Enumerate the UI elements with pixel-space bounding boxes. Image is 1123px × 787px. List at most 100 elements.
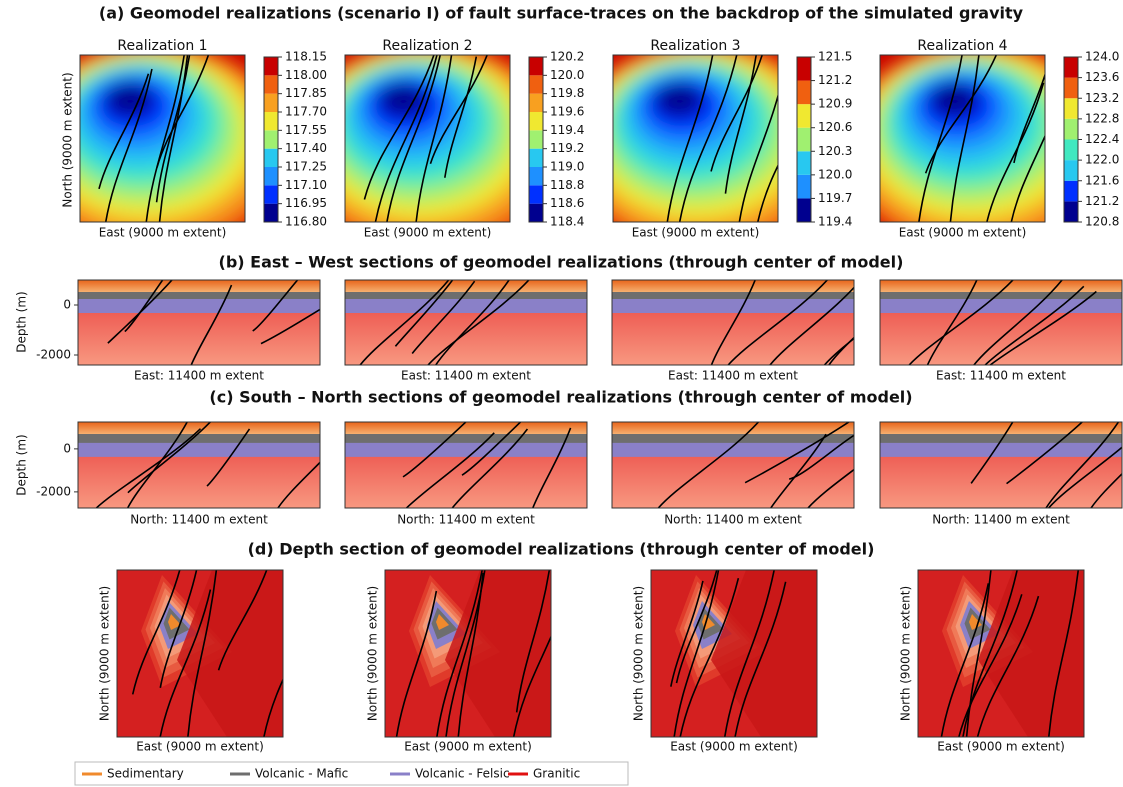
depth-contour: [436, 614, 449, 630]
colorbar-band: [529, 148, 543, 167]
fault-trace: [98, 73, 150, 190]
fault-trace: [260, 308, 320, 345]
colorbar-band: [264, 203, 278, 222]
panel: [78, 422, 320, 508]
panel: [612, 422, 854, 508]
legend-box: [74, 761, 629, 786]
fault-trace: [924, 55, 998, 174]
map-field: [80, 55, 245, 222]
colorbar-tick-label: 122.8: [1085, 111, 1119, 125]
fault-trace: [126, 422, 189, 508]
fault-trace: [451, 428, 529, 508]
fault-trace: [95, 428, 202, 508]
realization-title: Realization 4: [917, 38, 1007, 54]
fault-trace: [734, 581, 787, 737]
fault-trace: [104, 68, 153, 222]
panel-b-title: (b) East – West sections of geomodel rea…: [219, 253, 904, 272]
fault-trace: [395, 590, 438, 737]
legend-label: Granitic: [533, 767, 580, 781]
fault-trace: [926, 280, 978, 365]
colorbar-tick-label: 121.6: [1085, 173, 1119, 187]
panel-d-title: (d) Depth section of geomodel realizatio…: [248, 540, 875, 559]
fault-trace: [277, 461, 320, 508]
colorbar-band: [529, 57, 543, 76]
colorbar-tick-label: 117.70: [285, 105, 327, 119]
x-axis-label: East (9000 m extent): [364, 226, 492, 240]
fault-trace: [434, 280, 510, 365]
colorbar-band: [529, 112, 543, 131]
fault-trace: [427, 280, 530, 365]
colorbar-band: [264, 112, 278, 131]
map-frame: [879, 54, 1046, 223]
panel: [117, 570, 283, 737]
colorbar-tick-label: 117.85: [285, 86, 327, 100]
fault-trace: [145, 55, 185, 222]
fault-trace: [124, 280, 164, 333]
colorbar-frame: [263, 56, 279, 223]
fault-trace: [531, 427, 572, 508]
x-axis-label: East: 11400 m extent: [134, 369, 264, 383]
depth-frame: [917, 569, 1085, 738]
colorbar-tick-label: 120.6: [818, 120, 852, 134]
x-axis-label: East: 11400 m extent: [936, 369, 1066, 383]
fault-trace: [723, 570, 775, 737]
sedimentary-layer: [345, 280, 587, 292]
fault-trace: [131, 570, 181, 695]
colorbar-tick-label: 121.2: [818, 73, 852, 87]
fault-trace: [445, 570, 486, 737]
section-frame: [611, 421, 855, 509]
x-axis-label: East (9000 m extent): [99, 226, 227, 240]
colorbar-tick-label: 123.6: [1085, 70, 1119, 84]
colorbar-band: [1064, 139, 1078, 161]
colorbar-tick-label: 118.4: [550, 215, 584, 229]
colorbar-tick-label: 118.15: [285, 50, 327, 64]
section-frame: [344, 421, 588, 509]
colorbar-band: [1064, 118, 1078, 140]
colorbar-band: [797, 127, 811, 152]
colorbar-tick-label: 124.0: [1085, 50, 1119, 64]
fault-trace: [263, 677, 283, 737]
x-axis-label: East: 11400 m extent: [668, 369, 798, 383]
fault-trace: [657, 422, 760, 508]
colorbar-tick-label: 119.2: [550, 141, 584, 155]
colorbar-band: [264, 130, 278, 149]
panel: [880, 280, 1122, 365]
y-tick-label: 0: [63, 441, 71, 455]
fault-trace: [678, 55, 738, 222]
fault-trace: [252, 280, 299, 332]
sedimentary-layer: [880, 280, 1122, 292]
y-axis-label: North (9000 m extent): [61, 72, 75, 207]
panel: [345, 55, 510, 222]
colorbar-tick-label: 118.8: [550, 178, 584, 192]
fault-trace: [757, 163, 778, 222]
field-contour: [654, 82, 704, 118]
x-axis-label: East (9000 m extent): [899, 226, 1027, 240]
fault-trace: [1090, 472, 1122, 508]
fault-trace: [710, 55, 763, 172]
section-frame: [77, 279, 321, 366]
colorbar-tick-label: 120.8: [1085, 215, 1119, 229]
fault-trace: [949, 55, 980, 222]
y-axis-label: North (9000 m extent): [366, 586, 380, 721]
fault-trace: [359, 280, 450, 365]
fault-trace: [738, 92, 778, 222]
fault-trace: [1006, 422, 1084, 485]
fault-trace: [727, 280, 829, 365]
colorbar-tick-label: 119.4: [550, 123, 584, 137]
fault-trace: [972, 280, 1064, 365]
colorbar-tick-label: 117.10: [285, 178, 327, 192]
colorbar-tick-label: 122.4: [1085, 132, 1119, 146]
y-axis-label: North (9000 m extent): [899, 586, 913, 721]
fault-trace: [1047, 446, 1122, 508]
panel: [880, 55, 1045, 222]
colorbar-band: [1064, 201, 1078, 222]
fault-trace: [386, 55, 441, 222]
fault-trace: [512, 634, 551, 737]
fault-trace: [1010, 134, 1045, 222]
colorbar-band: [529, 130, 543, 149]
sedimentary-layer: [78, 280, 320, 292]
fault-trace: [415, 55, 453, 222]
colorbar-band: [529, 167, 543, 186]
legend-label: Volcanic - Mafic: [255, 767, 348, 781]
